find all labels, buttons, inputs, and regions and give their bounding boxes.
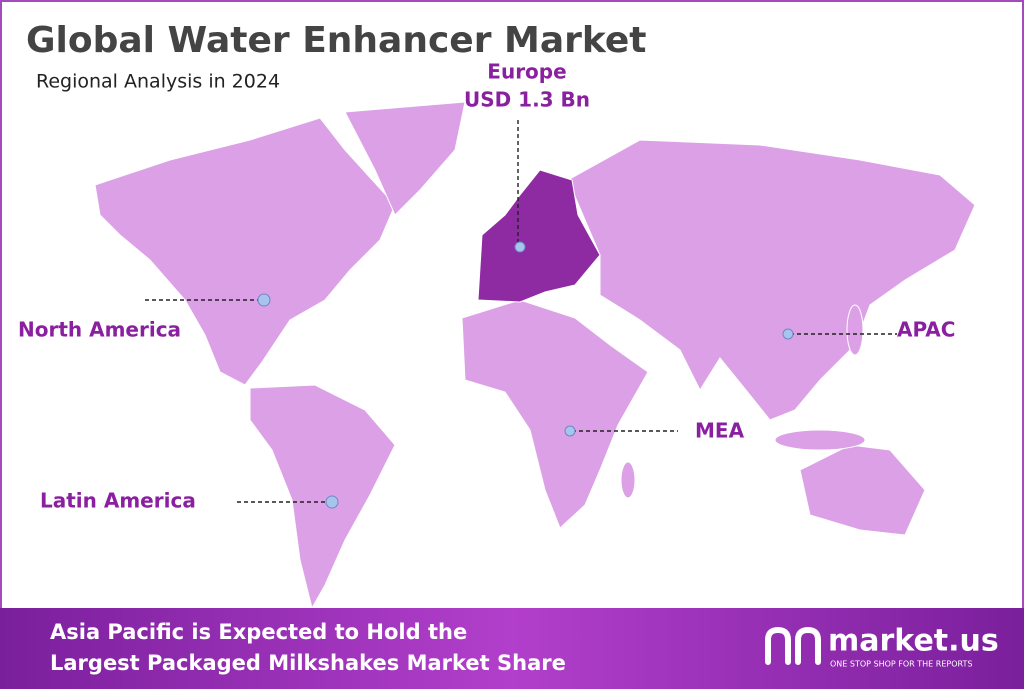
region-label: Latin America xyxy=(40,489,196,513)
region-label: Europe xyxy=(487,60,566,84)
title: Global Water Enhancer Market xyxy=(26,20,646,61)
south-america xyxy=(249,384,396,610)
footer-text: Asia Pacific is Expected to Hold the xyxy=(50,620,467,644)
asia xyxy=(567,139,976,421)
region-label: MEA xyxy=(695,419,745,443)
region-value: USD 1.3 Bn xyxy=(464,88,590,112)
logo-icon xyxy=(765,626,821,665)
japan xyxy=(846,304,864,356)
footer-band xyxy=(0,608,1024,689)
logo-tagline: ONE STOP SHOP FOR THE REPORTS xyxy=(830,660,972,669)
indonesia xyxy=(774,429,866,451)
logo: market.us ONE STOP SHOP FOR THE REPORTS xyxy=(765,624,999,669)
region-marker xyxy=(514,241,526,253)
subtitle: Regional Analysis in 2024 xyxy=(36,71,280,93)
africa xyxy=(461,299,649,529)
logo-name: market.us xyxy=(828,624,999,659)
region-marker xyxy=(325,495,339,509)
madagascar xyxy=(620,461,636,499)
region-label: North America xyxy=(18,318,181,342)
world-map xyxy=(94,101,976,610)
region-label: APAC xyxy=(897,318,955,342)
europe xyxy=(477,169,601,303)
region-marker xyxy=(257,293,271,307)
footer-text: Largest Packaged Milkshakes Market Share xyxy=(50,651,566,675)
greenland xyxy=(344,101,466,216)
callouts xyxy=(145,120,897,509)
region-marker xyxy=(782,328,794,340)
north-america xyxy=(94,117,396,386)
region-marker xyxy=(564,425,576,437)
